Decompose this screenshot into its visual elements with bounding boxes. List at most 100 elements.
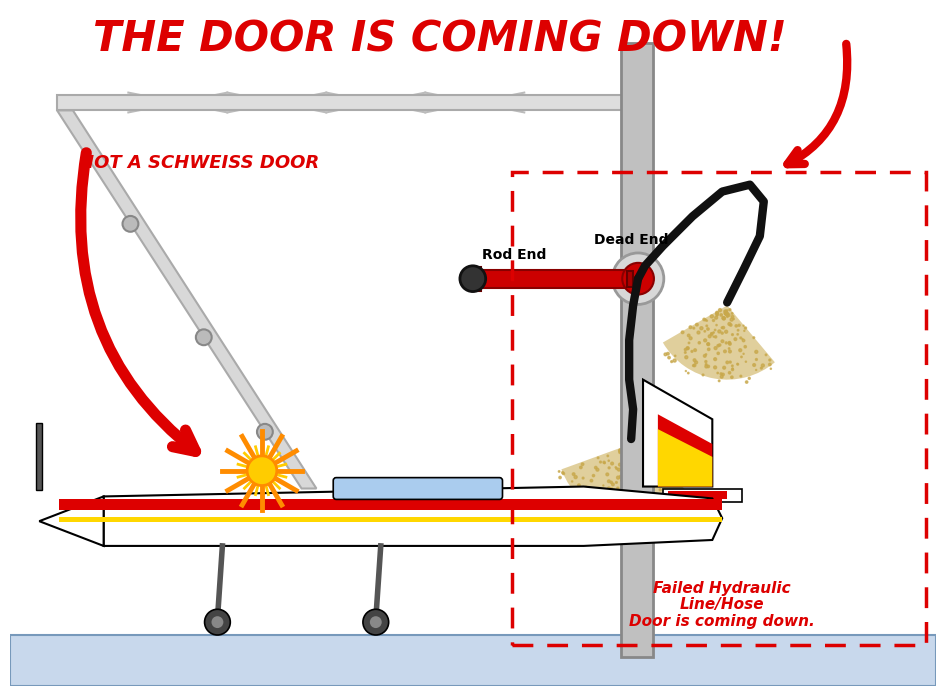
Point: [719, 337, 734, 348]
FancyArrowPatch shape: [787, 44, 847, 164]
Point: [631, 514, 646, 525]
Point: [725, 329, 740, 340]
Point: [615, 444, 630, 455]
Point: [688, 344, 703, 355]
Point: [725, 363, 740, 374]
Polygon shape: [57, 110, 316, 489]
Point: [718, 308, 733, 319]
Polygon shape: [39, 496, 104, 546]
Point: [624, 445, 639, 456]
Polygon shape: [658, 414, 712, 486]
Point: [626, 454, 641, 465]
Point: [633, 462, 648, 473]
Point: [723, 346, 738, 357]
Point: [724, 372, 739, 383]
Point: [589, 462, 604, 473]
Point: [609, 499, 624, 510]
Point: [615, 502, 630, 513]
Point: [710, 368, 725, 379]
Point: [610, 504, 625, 515]
Point: [635, 476, 650, 487]
Point: [724, 308, 739, 319]
Point: [709, 343, 724, 354]
Point: [692, 337, 707, 348]
Point: [746, 332, 761, 343]
Point: [608, 504, 623, 515]
Point: [635, 458, 650, 469]
Point: [719, 308, 734, 319]
Point: [583, 495, 598, 506]
Point: [719, 326, 734, 337]
Point: [701, 361, 716, 372]
Point: [609, 463, 624, 474]
Point: [612, 445, 627, 456]
Point: [586, 470, 601, 481]
Point: [665, 356, 680, 367]
Point: [555, 467, 570, 478]
Point: [722, 337, 737, 348]
Point: [623, 461, 638, 472]
Point: [612, 447, 627, 458]
Point: [731, 325, 746, 336]
Point: [734, 371, 749, 382]
Point: [613, 444, 628, 455]
Point: [600, 451, 615, 462]
Point: [612, 485, 627, 496]
Point: [606, 502, 621, 513]
Point: [652, 484, 667, 495]
Point: [714, 371, 729, 382]
Point: [620, 451, 635, 462]
Point: [764, 363, 779, 374]
Point: [714, 322, 729, 333]
Point: [620, 454, 635, 465]
Point: [667, 351, 682, 362]
Text: Line/Hose: Line/Hose: [680, 598, 765, 613]
FancyBboxPatch shape: [333, 477, 503, 500]
Text: THE DOOR IS COMING DOWN!: THE DOOR IS COMING DOWN!: [94, 19, 787, 61]
Point: [716, 313, 731, 324]
Point: [650, 464, 665, 475]
Point: [681, 337, 696, 348]
Point: [725, 311, 740, 322]
Point: [650, 500, 665, 511]
Point: [584, 475, 599, 486]
Bar: [667, 491, 727, 500]
Point: [628, 454, 643, 465]
Point: [603, 506, 618, 518]
Point: [724, 360, 739, 371]
Point: [708, 362, 723, 373]
Point: [593, 457, 608, 468]
Point: [638, 501, 653, 512]
Point: [629, 450, 644, 461]
Point: [724, 319, 739, 331]
Point: [762, 355, 777, 366]
Point: [646, 488, 661, 499]
Point: [618, 472, 633, 483]
Point: [709, 307, 724, 318]
Point: [672, 493, 687, 504]
Point: [722, 319, 737, 330]
Point: [661, 348, 676, 359]
Point: [704, 311, 719, 322]
Point: [733, 345, 748, 356]
Point: [718, 305, 733, 316]
Point: [637, 463, 652, 474]
Point: [596, 457, 611, 468]
Point: [620, 444, 635, 455]
Point: [724, 314, 739, 325]
Point: [641, 455, 656, 466]
Point: [568, 471, 583, 482]
Point: [720, 310, 735, 321]
Point: [719, 307, 734, 318]
Point: [659, 506, 674, 518]
Point: [619, 442, 634, 453]
Bar: [627, 270, 633, 286]
Point: [720, 357, 735, 368]
Point: [606, 479, 621, 490]
Point: [601, 509, 616, 520]
Point: [697, 326, 712, 337]
Point: [690, 319, 705, 331]
Point: [627, 445, 642, 456]
Circle shape: [257, 424, 272, 440]
Circle shape: [247, 456, 277, 486]
